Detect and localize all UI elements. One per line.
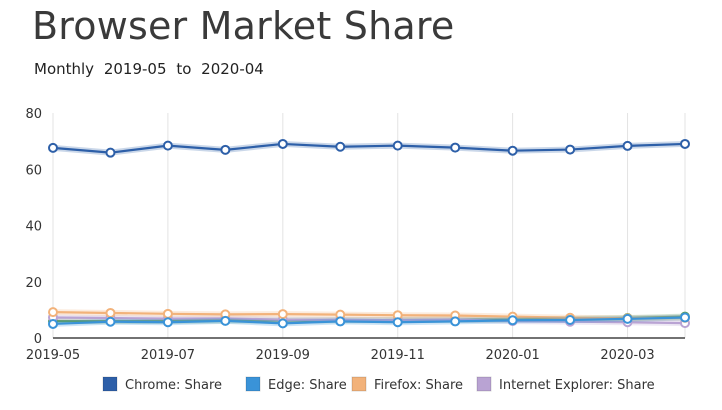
- legend-swatch-firefox-share[interactable]: [351, 376, 367, 392]
- x-tick-label: 2020-03: [600, 348, 654, 363]
- y-tick-label: 0: [34, 332, 42, 347]
- chrome-share-line: [52, 142, 686, 154]
- edge-share-point[interactable]: [450, 316, 461, 327]
- edge-share-point[interactable]: [48, 318, 58, 329]
- firefox-share-point[interactable]: [162, 308, 173, 319]
- chart-title: Browser Market Share: [32, 4, 455, 48]
- chrome-share-point[interactable]: [105, 147, 116, 158]
- edge-share-point[interactable]: [162, 317, 173, 328]
- legend-swatch-chrome-share[interactable]: [102, 376, 118, 392]
- chart-subtitle: Monthly 2019-05 to 2020-04: [34, 60, 269, 78]
- chrome-share-point[interactable]: [565, 144, 576, 155]
- edge-share-point[interactable]: [680, 312, 690, 323]
- edge-share-point[interactable]: [565, 315, 576, 325]
- firefox-share-point[interactable]: [105, 307, 116, 318]
- edge-share-point[interactable]: [392, 317, 403, 328]
- legend-label-internet-explorer-share[interactable]: Internet Explorer: Share: [499, 378, 655, 393]
- edge-share-point[interactable]: [105, 316, 116, 327]
- chrome-share-point[interactable]: [277, 138, 288, 149]
- legend-label-firefox-share[interactable]: Firefox: Share: [374, 378, 463, 393]
- edge-share-point[interactable]: [622, 313, 633, 324]
- x-tick-label: 2019-05: [26, 348, 80, 363]
- edge-share-point[interactable]: [220, 315, 231, 326]
- edge-share-line: [52, 316, 686, 326]
- internet-explorer-share-line: [52, 316, 686, 325]
- chrome-share-point[interactable]: [220, 144, 231, 155]
- subtitle-period: Monthly: [34, 60, 95, 78]
- chrome-share-point[interactable]: [622, 140, 633, 151]
- legend-label-edge-share[interactable]: Edge: Share: [268, 378, 347, 393]
- subtitle-end-date: 2020-04: [201, 60, 264, 78]
- x-tick-label: 2019-11: [371, 348, 425, 363]
- edge-share-point[interactable]: [277, 318, 288, 329]
- x-tick-label: 2019-09: [256, 348, 310, 363]
- x-tick-label: 2019-07: [141, 348, 195, 363]
- chrome-share-point[interactable]: [680, 138, 690, 149]
- edge-share-point[interactable]: [335, 316, 346, 327]
- chrome-share-point[interactable]: [450, 142, 461, 153]
- chrome-share-point[interactable]: [48, 142, 58, 153]
- subtitle-start-date: 2019-05: [103, 60, 167, 78]
- y-tick-label: 80: [25, 107, 42, 122]
- chrome-share-point[interactable]: [162, 140, 173, 151]
- chrome-share-point[interactable]: [507, 145, 518, 156]
- firefox-share-point[interactable]: [277, 309, 288, 320]
- legend-label-chrome-share[interactable]: Chrome: Share: [125, 378, 222, 393]
- chrome-share-point[interactable]: [335, 141, 346, 152]
- firefox-share-point[interactable]: [48, 307, 58, 318]
- chrome-share-point[interactable]: [392, 140, 403, 151]
- y-tick-label: 20: [25, 276, 42, 291]
- edge-share-point[interactable]: [507, 315, 518, 326]
- x-tick-label: 2020-01: [485, 348, 539, 363]
- y-tick-label: 40: [25, 220, 42, 235]
- legend-swatch-internet-explorer-share[interactable]: [476, 376, 492, 392]
- subtitle-to: to: [176, 60, 192, 78]
- y-tick-label: 60: [25, 163, 42, 178]
- firefox-share-line: [52, 311, 686, 320]
- legend-swatch-edge-share[interactable]: [245, 376, 261, 392]
